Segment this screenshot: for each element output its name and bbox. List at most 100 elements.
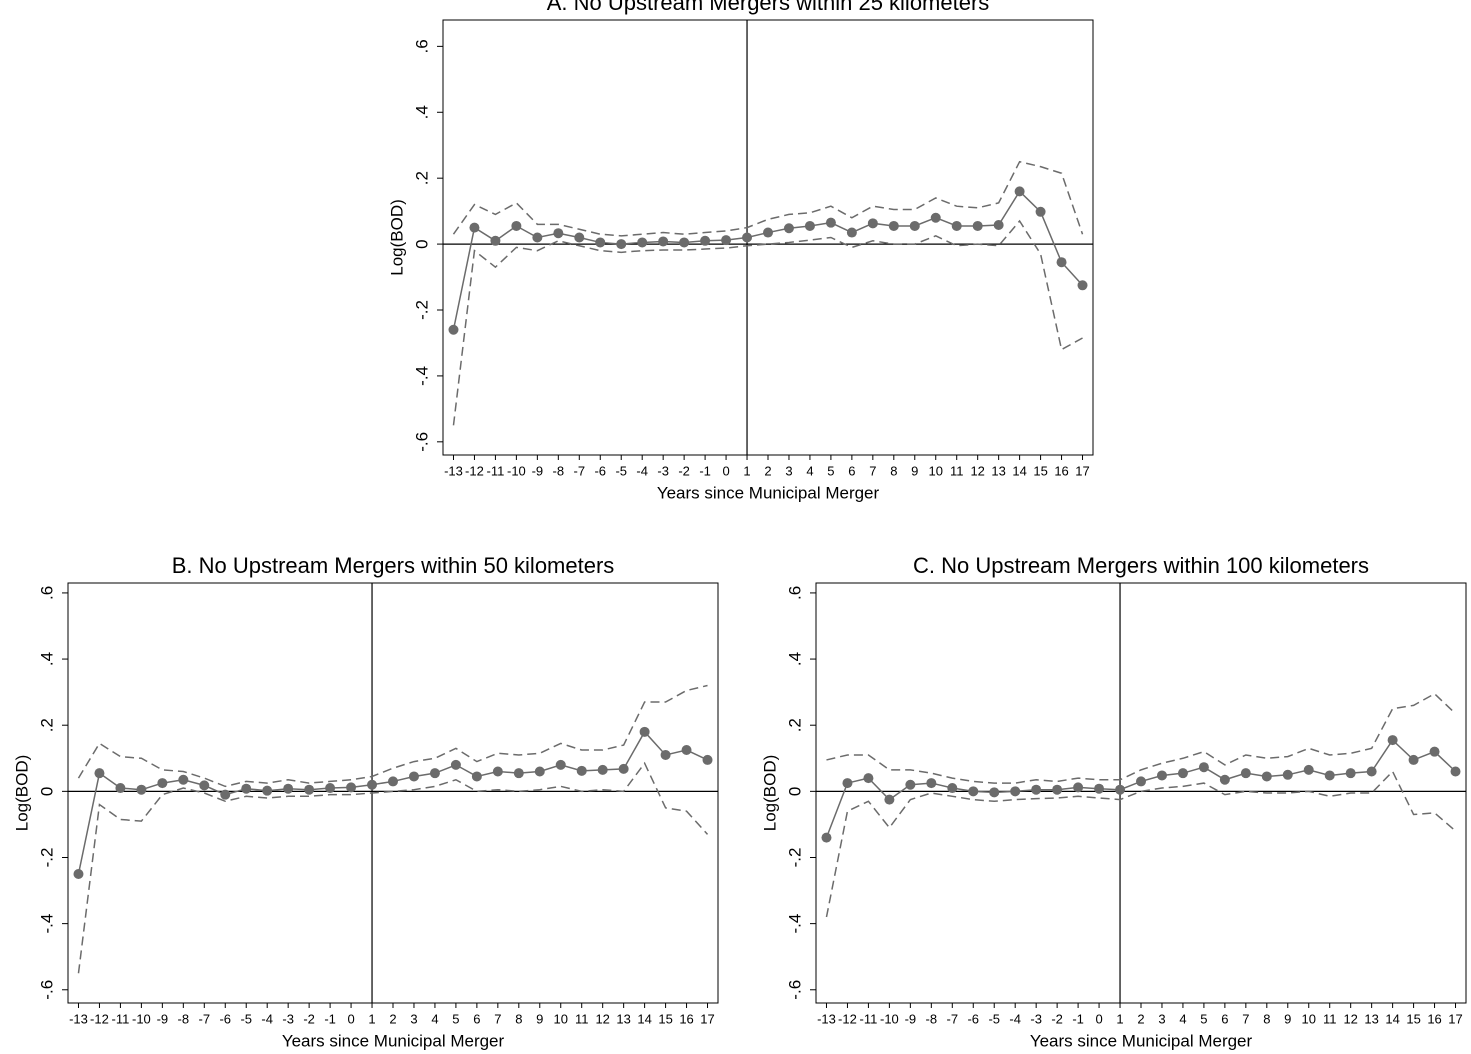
x-tick-label: 11 xyxy=(1323,1011,1337,1026)
panel: C. No Upstream Mergers within 100 kilome… xyxy=(760,553,1467,1050)
point xyxy=(241,783,252,794)
chart-title: B. No Upstream Mergers within 50 kilomet… xyxy=(172,553,615,578)
point xyxy=(821,832,832,843)
x-tick-label: 5 xyxy=(827,463,834,478)
point xyxy=(346,782,357,793)
point xyxy=(576,765,587,776)
x-tick-label: 17 xyxy=(1075,463,1089,478)
x-tick-label: 10 xyxy=(929,463,943,478)
x-tick-label: -10 xyxy=(880,1011,899,1026)
point xyxy=(863,773,874,784)
y-tick-label: .6 xyxy=(37,586,56,600)
point xyxy=(700,235,711,246)
ci-line xyxy=(825,770,1457,918)
x-tick-label: -3 xyxy=(1030,1011,1042,1026)
y-tick-label: .6 xyxy=(412,39,431,53)
point xyxy=(490,235,501,246)
point xyxy=(616,239,627,250)
x-tick-label: 8 xyxy=(1263,1011,1270,1026)
x-tick-label: -4 xyxy=(261,1011,273,1026)
x-tick-label: 2 xyxy=(1137,1011,1144,1026)
y-tick-label: .2 xyxy=(785,718,804,732)
x-tick-label: 7 xyxy=(494,1011,501,1026)
point xyxy=(825,217,836,228)
point xyxy=(283,783,294,794)
point xyxy=(989,787,1000,798)
point xyxy=(178,774,189,785)
y-tick-label: -.2 xyxy=(785,848,804,868)
x-tick-label: 16 xyxy=(1054,463,1068,478)
x-tick-label: -7 xyxy=(574,463,586,478)
x-tick-label: 9 xyxy=(911,463,918,478)
y-tick-label: -.2 xyxy=(412,300,431,320)
estimate-line xyxy=(825,738,1457,838)
point xyxy=(993,219,1004,230)
x-tick-label: 1 xyxy=(743,463,750,478)
point xyxy=(951,220,962,231)
chart-title: A. No Upstream Mergers within 25 kilomet… xyxy=(547,0,990,15)
x-tick-label: -12 xyxy=(465,463,484,478)
point xyxy=(884,794,895,805)
point xyxy=(867,218,878,229)
point xyxy=(972,220,983,231)
ci-line xyxy=(452,160,1084,237)
y-tick-label: -.4 xyxy=(37,914,56,934)
ci-line xyxy=(826,692,1457,784)
x-tick-label: 0 xyxy=(1095,1011,1102,1026)
point xyxy=(532,232,543,243)
point xyxy=(1324,770,1335,781)
chart-title: C. No Upstream Mergers within 100 kilome… xyxy=(913,553,1369,578)
point xyxy=(930,212,941,223)
x-tick-label: -1 xyxy=(324,1011,336,1026)
x-tick-label: 15 xyxy=(1033,463,1047,478)
x-tick-label: 6 xyxy=(1221,1011,1228,1026)
point xyxy=(73,869,84,880)
y-tick-label: .4 xyxy=(37,652,56,666)
x-tick-label: 4 xyxy=(431,1011,438,1026)
point xyxy=(1156,770,1167,781)
x-tick-label: -9 xyxy=(157,1011,169,1026)
x-tick-label: -12 xyxy=(838,1011,857,1026)
point xyxy=(1261,771,1272,782)
x-tick-label: 15 xyxy=(1406,1011,1420,1026)
x-tick-label: -7 xyxy=(947,1011,959,1026)
point xyxy=(804,220,815,231)
x-tick-label: 1 xyxy=(1116,1011,1123,1026)
point xyxy=(262,785,273,796)
x-tick-label: 9 xyxy=(1284,1011,1291,1026)
y-tick-label: .4 xyxy=(785,652,804,666)
y-tick-label: -.6 xyxy=(37,980,56,1000)
x-tick-label: -2 xyxy=(1051,1011,1063,1026)
point xyxy=(1010,786,1021,797)
x-tick-label: 0 xyxy=(347,1011,354,1026)
point xyxy=(429,768,440,779)
x-tick-label: 2 xyxy=(389,1011,396,1026)
point xyxy=(968,786,979,797)
point xyxy=(555,759,566,770)
point xyxy=(1345,768,1356,779)
x-tick-label: 3 xyxy=(785,463,792,478)
y-tick-label: -.4 xyxy=(785,914,804,934)
point xyxy=(408,771,419,782)
x-tick-label: -2 xyxy=(678,463,690,478)
x-tick-label: -7 xyxy=(199,1011,211,1026)
y-tick-label: .2 xyxy=(412,171,431,185)
x-tick-label: 3 xyxy=(410,1011,417,1026)
y-axis-label: Log(BOD) xyxy=(12,755,31,832)
point xyxy=(1450,766,1461,777)
x-tick-label: 6 xyxy=(473,1011,480,1026)
point xyxy=(1408,754,1419,765)
ci-line xyxy=(452,219,1083,426)
point xyxy=(220,789,231,800)
x-tick-label: -6 xyxy=(219,1011,231,1026)
x-tick-label: 13 xyxy=(1364,1011,1378,1026)
y-tick-label: .6 xyxy=(785,586,804,600)
point xyxy=(597,764,608,775)
x-tick-label: -5 xyxy=(240,1011,252,1026)
x-tick-label: 17 xyxy=(700,1011,714,1026)
point xyxy=(658,236,669,247)
point xyxy=(115,783,126,794)
x-tick-label: 5 xyxy=(1200,1011,1207,1026)
point xyxy=(1429,746,1440,757)
x-tick-label: -1 xyxy=(699,463,711,478)
